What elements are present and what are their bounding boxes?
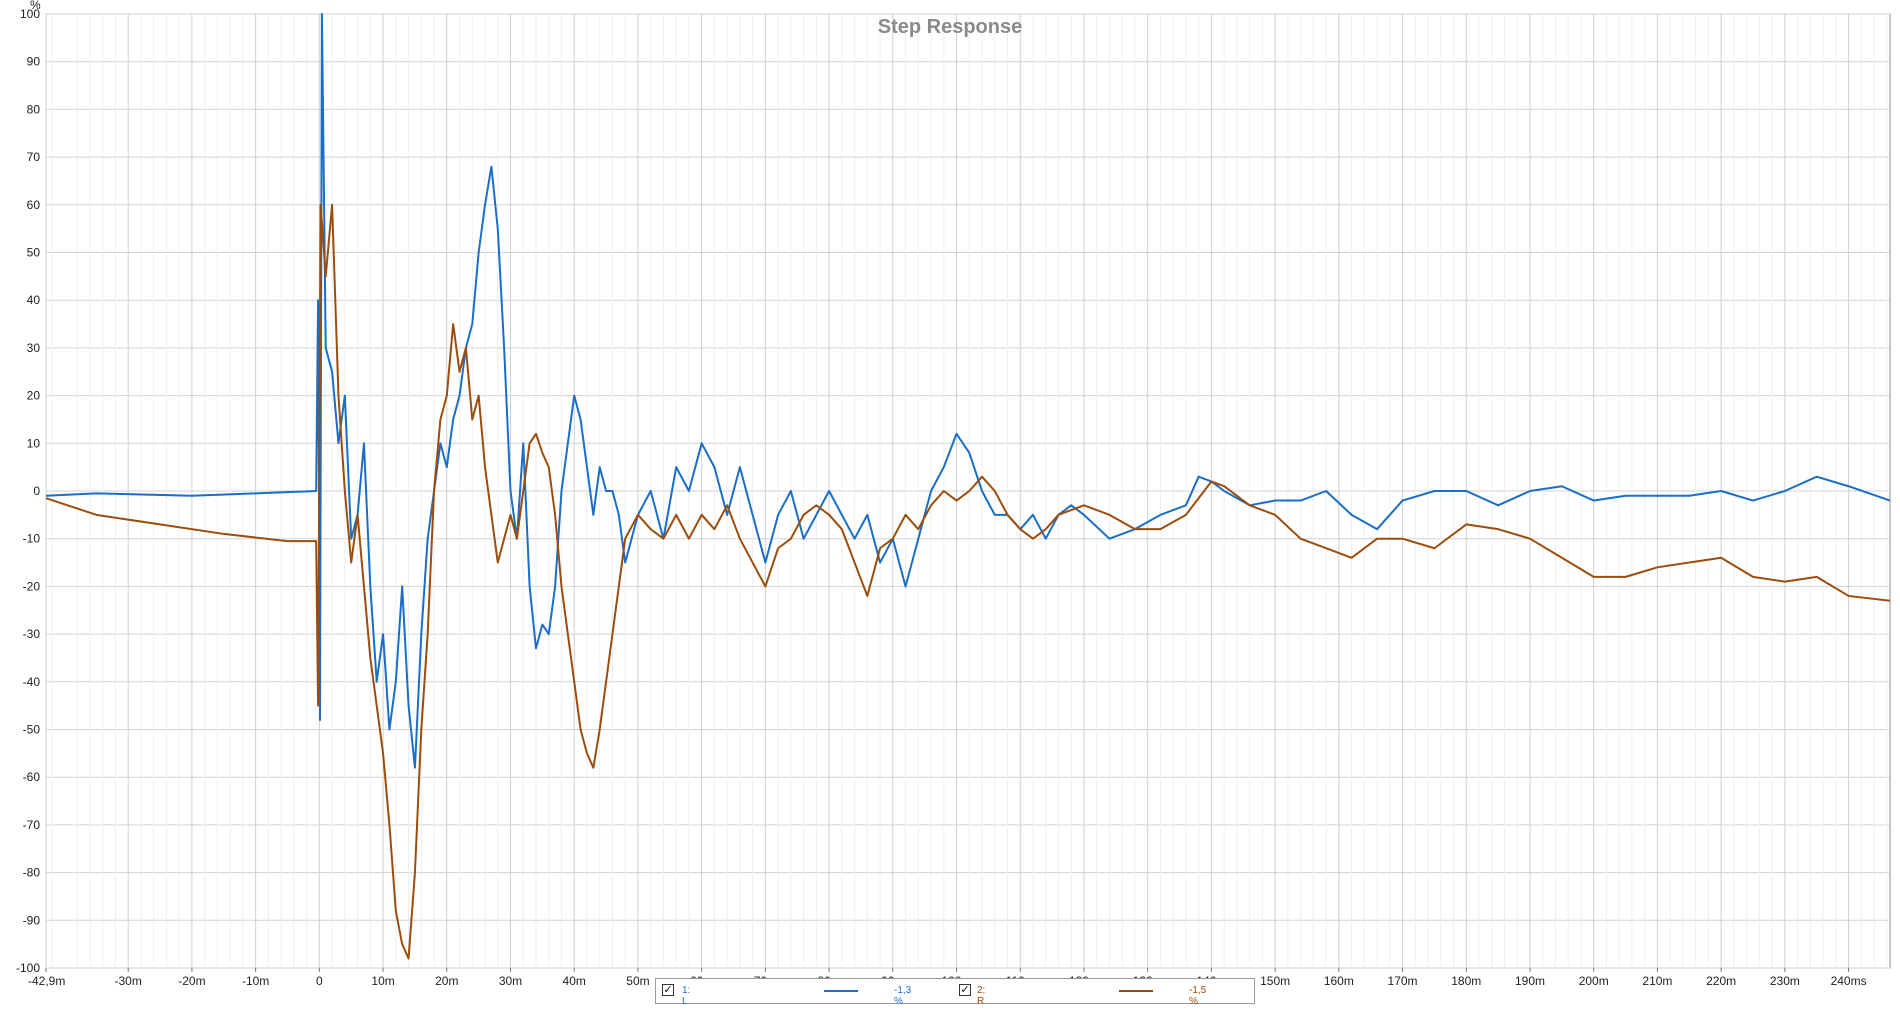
y-tick-label: 90	[27, 55, 41, 69]
y-tick-label: -40	[23, 675, 41, 689]
legend-value-series-1: -1,3 %	[894, 985, 912, 1007]
x-tick-label: 200m	[1579, 974, 1609, 988]
grid	[45, 13, 1890, 969]
legend-checkbox-series-2[interactable]: ✓	[959, 984, 971, 996]
x-tick-label: 220m	[1706, 974, 1736, 988]
x-tick-label: 150m	[1260, 974, 1290, 988]
series-group	[45, 13, 1891, 960]
y-tick-label: -10	[23, 532, 41, 546]
y-tick-label: 0	[33, 484, 40, 498]
x-tick-label: 170m	[1388, 974, 1418, 988]
x-tick-label: 160m	[1324, 974, 1354, 988]
legend: ✓ 1: L -1,3 % ✓ 2: R -1,5 %	[655, 978, 1255, 1007]
legend-swatch-series-2	[1119, 990, 1153, 992]
y-tick-label: -20	[23, 579, 41, 593]
y-tick-label: 100	[20, 7, 40, 21]
x-tick-label: -30m	[115, 974, 142, 988]
x-tick-label: 0	[316, 974, 323, 988]
y-axis-unit-label: %	[30, 0, 41, 12]
x-tick-label: 30m	[499, 974, 522, 988]
y-tick-label: -30	[23, 627, 41, 641]
x-tick-label: -20m	[178, 974, 205, 988]
x-tick-label: 190m	[1515, 974, 1545, 988]
x-tick-label: -10m	[242, 974, 269, 988]
y-tick-label: -60	[23, 770, 41, 784]
x-tick-label: 240ms	[1831, 974, 1867, 988]
series-line-2	[45, 203, 1891, 960]
legend-name-series-1: 1: L	[682, 985, 691, 1007]
y-tick-label: 70	[27, 150, 41, 164]
x-tick-label: 210m	[1642, 974, 1672, 988]
y-tick-label: 10	[27, 436, 41, 450]
x-tick-label: 10m	[371, 974, 394, 988]
y-tick-label: -70	[23, 818, 41, 832]
y-tick-label: -90	[23, 913, 41, 927]
x-tick-label: 40m	[563, 974, 586, 988]
x-tick-label: -42,9m	[28, 974, 65, 988]
x-tick-label: 180m	[1451, 974, 1481, 988]
legend-value-series-2: -1,5 %	[1189, 985, 1207, 1007]
series-line-1	[45, 13, 1891, 769]
legend-swatch-series-1	[824, 990, 858, 992]
y-tick-label: 20	[27, 389, 41, 403]
y-axis-ticks: 1009080706050403020100-10-20-30-40-50-60…	[16, 7, 40, 975]
y-tick-label: -50	[23, 723, 41, 737]
x-tick-label: 20m	[435, 974, 458, 988]
x-tick-label: 230m	[1770, 974, 1800, 988]
x-tick-label: 50m	[626, 974, 649, 988]
legend-name-series-2: 2: R	[977, 985, 986, 1007]
chart-title: Step Response	[878, 16, 1022, 38]
y-tick-label: -80	[23, 866, 41, 880]
y-tick-label: 40	[27, 293, 41, 307]
y-tick-label: 80	[27, 102, 41, 116]
y-tick-label: -100	[16, 961, 40, 975]
legend-checkbox-series-1[interactable]: ✓	[662, 984, 674, 996]
y-tick-label: 60	[27, 198, 41, 212]
y-tick-label: 50	[27, 246, 41, 260]
y-tick-label: 30	[27, 341, 41, 355]
